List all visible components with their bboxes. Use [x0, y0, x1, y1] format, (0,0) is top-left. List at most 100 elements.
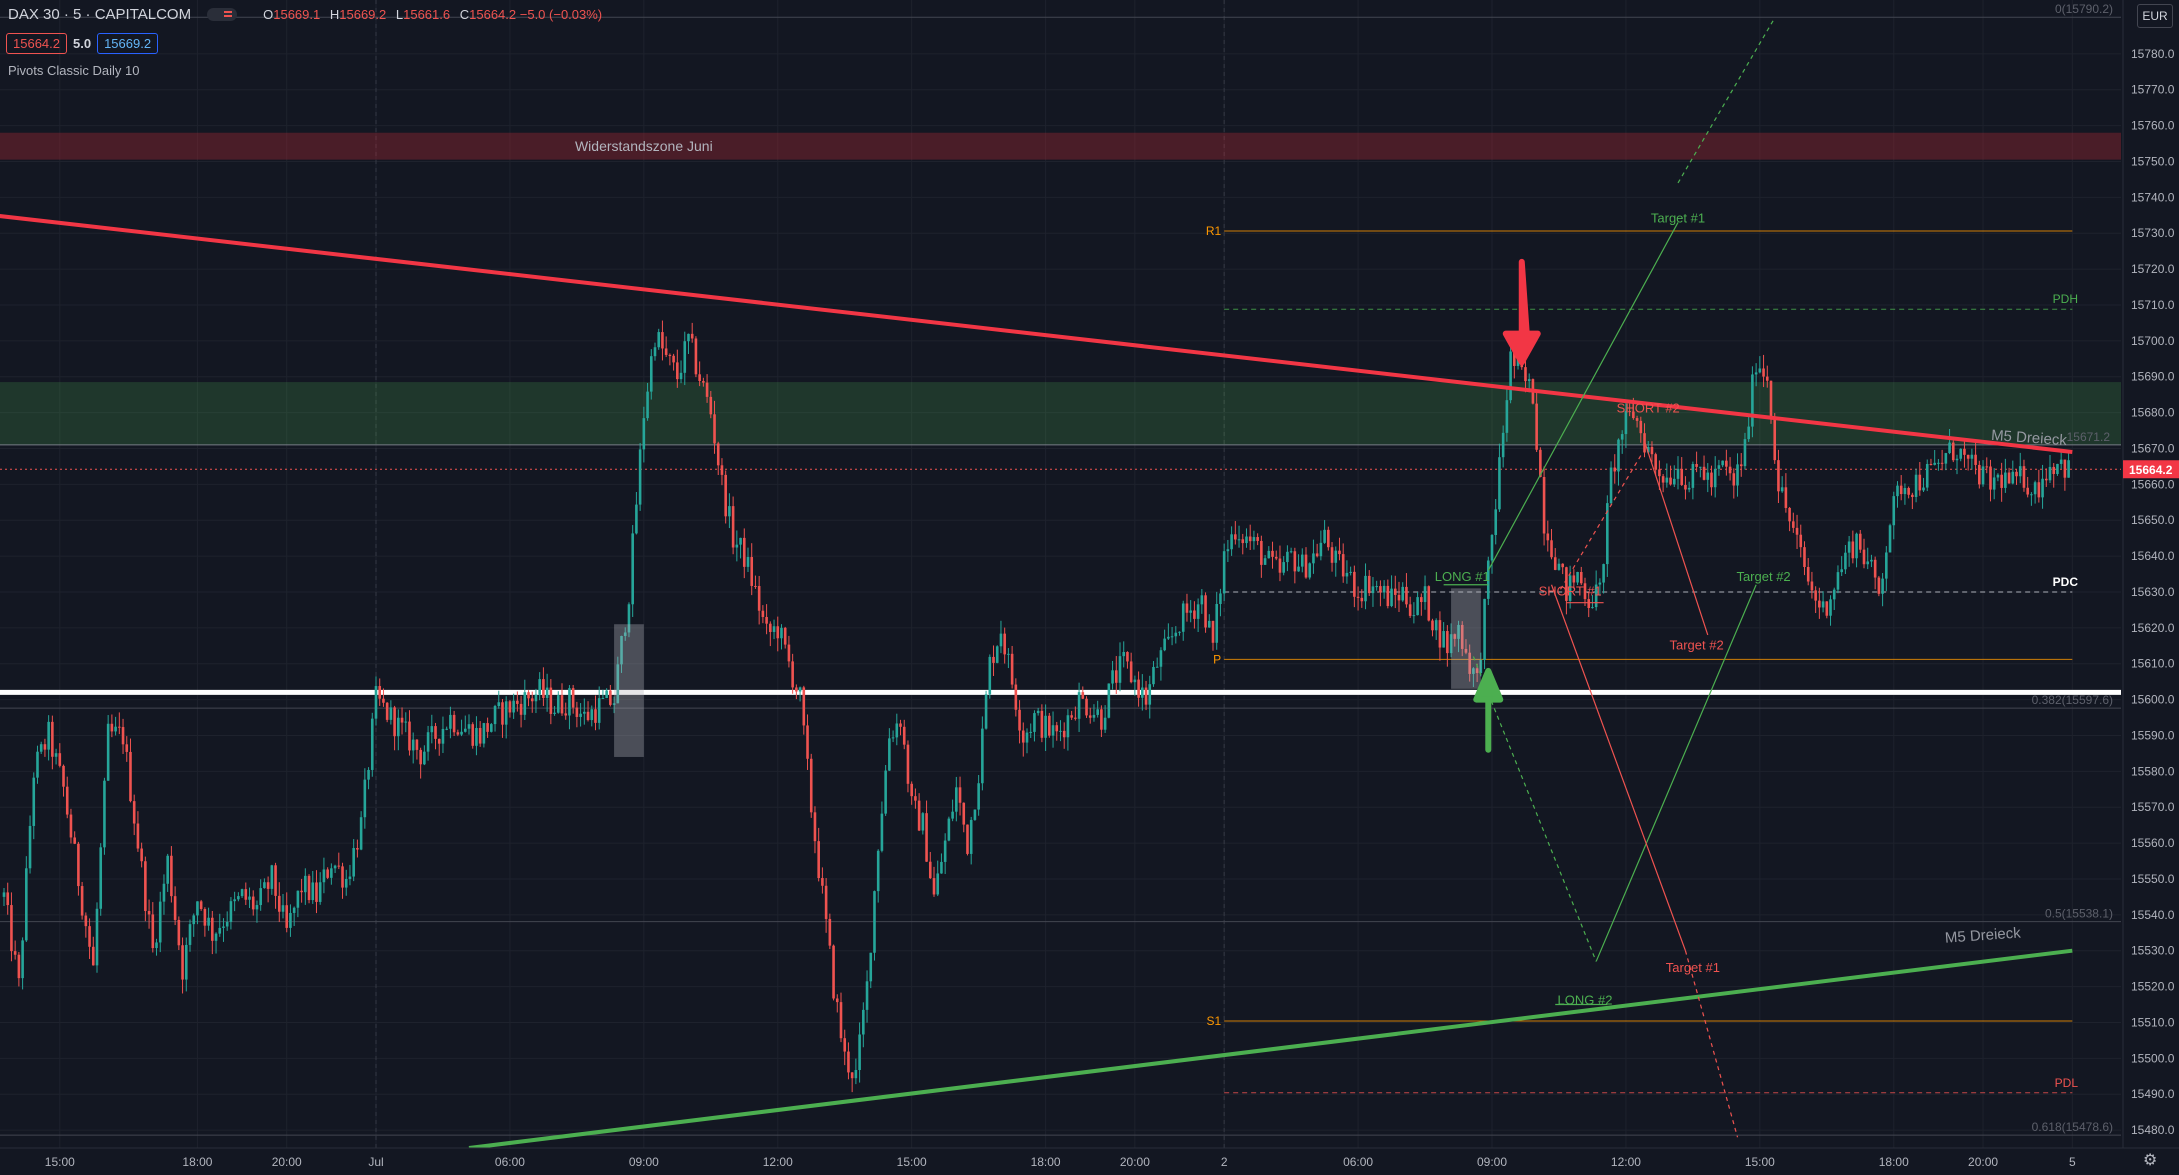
candle-body: [690, 333, 694, 339]
indicator-legend[interactable]: Pivots Classic Daily 10: [8, 63, 140, 78]
candle-body: [1349, 571, 1352, 573]
trade-drawings[interactable]: [614, 17, 1776, 1138]
candle-body: [430, 726, 434, 733]
candle-body: [1885, 552, 1888, 579]
time-axis-bg: [0, 1148, 2179, 1175]
close-label: C: [459, 7, 470, 22]
candle-body: [2015, 471, 2018, 477]
candle-body: [1204, 595, 1207, 628]
candle-body: [1237, 539, 1241, 541]
candle-body: [891, 737, 895, 739]
candle-body: [1312, 553, 1315, 564]
candle-body: [1650, 447, 1654, 455]
candle-body: [1687, 487, 1691, 490]
candle-body: [1367, 575, 1371, 594]
candle-body: [1620, 434, 1624, 440]
candle-body: [594, 709, 597, 723]
candle-body: [1200, 595, 1204, 605]
time-tick-label: 09:00: [629, 1155, 659, 1169]
candle-body: [962, 802, 966, 825]
candle-body: [1245, 536, 1248, 544]
short-projection: [1684, 950, 1739, 1138]
buy-button[interactable]: 15669.2: [97, 33, 159, 54]
gear-icon[interactable]: ⚙: [2143, 1152, 2158, 1169]
candle-body: [341, 866, 344, 888]
candle-body: [1405, 586, 1408, 605]
candle-body: [683, 341, 687, 373]
short-projection: [1558, 455, 1642, 593]
time-tick-label: 18:00: [182, 1155, 212, 1169]
fib-label: 0.618(15478.6): [2032, 1120, 2113, 1134]
candle-body: [1557, 563, 1561, 570]
candle-body: [1438, 620, 1442, 648]
candle-body: [2067, 460, 2070, 478]
candle-body: [292, 907, 296, 913]
candle-body: [1252, 537, 1256, 542]
candle-body: [118, 726, 121, 728]
candle-body: [631, 533, 634, 605]
candle-body: [1535, 403, 1538, 450]
short-projection: [1550, 584, 1687, 951]
candle-body: [966, 824, 969, 854]
price-tick-label: 15710.0: [2131, 298, 2175, 312]
candle-body: [1959, 448, 1963, 459]
candle-body: [374, 686, 378, 719]
series-visibility-toggle[interactable]: [207, 8, 238, 21]
candle-body: [173, 896, 177, 920]
candle-body: [1743, 439, 1747, 467]
candle-body: [482, 723, 486, 744]
candle-body: [132, 801, 136, 824]
candle-body: [281, 905, 285, 912]
candle-body: [460, 731, 463, 735]
candle-body: [58, 753, 62, 766]
candle-body: [259, 888, 262, 906]
candle-body: [943, 840, 947, 862]
candle-body: [1066, 715, 1070, 738]
candle-body: [181, 945, 184, 980]
candle-body: [1762, 368, 1765, 377]
candle-body: [1360, 597, 1364, 602]
candle-body: [196, 901, 199, 916]
candle-body: [218, 927, 222, 934]
symbol-title[interactable]: DAX 30 · 5 · CAPITALCOM: [8, 6, 192, 23]
candle-body: [199, 901, 203, 909]
candle-body: [534, 694, 538, 702]
candle-body: [73, 837, 76, 844]
candle-body: [556, 695, 560, 713]
candle-body: [1810, 581, 1814, 591]
candle-body: [188, 924, 192, 945]
candle-body: [1739, 464, 1743, 467]
currency-button[interactable]: EUR: [2137, 4, 2173, 28]
sell-button[interactable]: 15664.2: [6, 33, 67, 54]
candle-body: [233, 899, 236, 902]
candle-body: [1646, 447, 1650, 453]
candle-body: [155, 942, 158, 949]
candle-body: [936, 873, 940, 895]
candle-body: [1628, 411, 1631, 413]
candle-body: [769, 623, 772, 632]
candle-body: [1472, 668, 1475, 674]
candle-body: [579, 713, 582, 717]
candle-body: [1806, 566, 1810, 582]
candle-body: [1420, 597, 1423, 603]
candle-body: [888, 738, 891, 771]
price-tick-label: 15480.0: [2131, 1123, 2175, 1137]
candle-body: [1978, 464, 1981, 485]
candle-body: [1427, 586, 1431, 621]
candle-body: [1449, 634, 1453, 654]
price-tick-label: 15520.0: [2131, 980, 2175, 994]
candle-body: [452, 714, 456, 733]
candle-body: [728, 506, 731, 517]
candle-body: [906, 744, 910, 784]
long-projection: [1487, 222, 1679, 571]
candle-body: [791, 661, 794, 688]
candle-body: [772, 626, 776, 632]
candle-body: [947, 818, 951, 841]
open-label: O: [263, 7, 274, 22]
candle-body: [147, 910, 151, 915]
candle-body: [1193, 610, 1196, 619]
candle-body: [1330, 547, 1334, 563]
candle-body: [114, 726, 117, 732]
